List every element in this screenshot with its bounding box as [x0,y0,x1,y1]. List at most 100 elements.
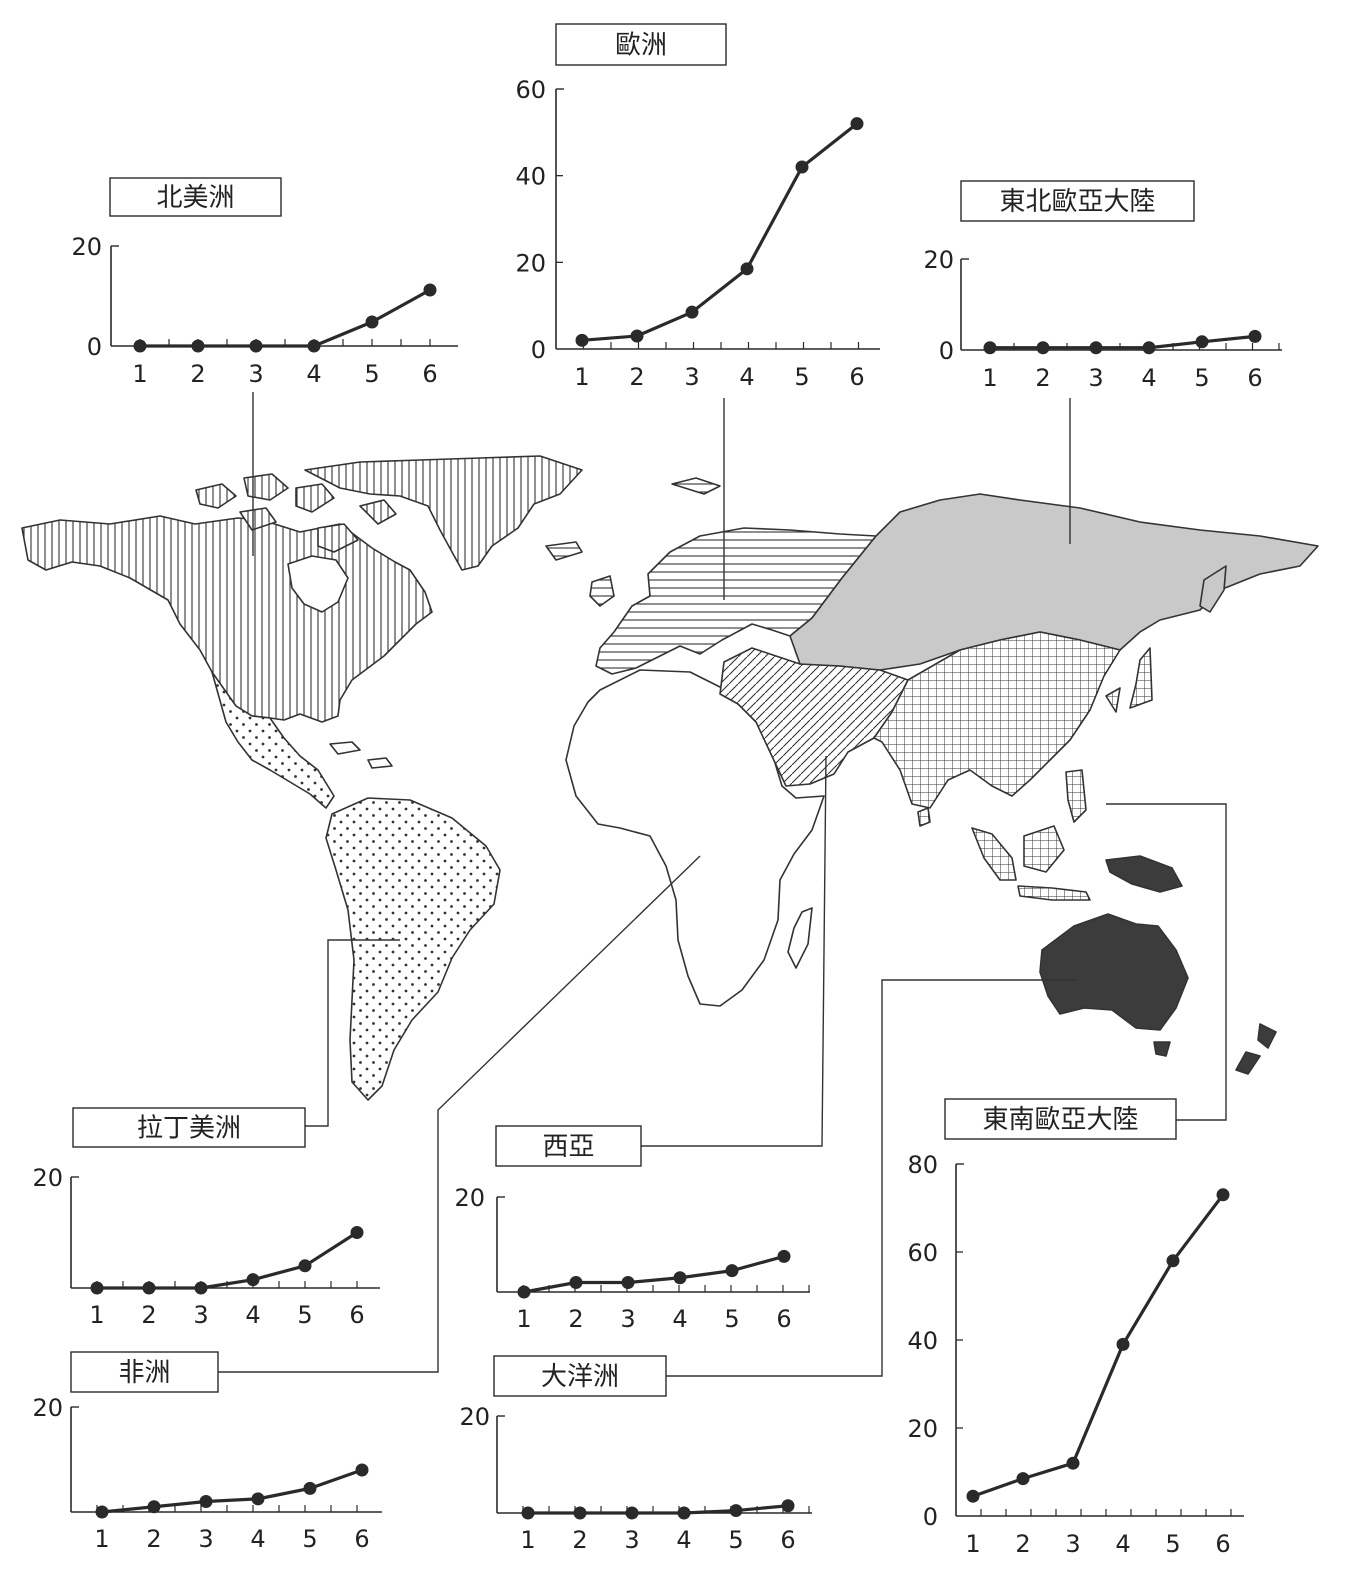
data-point [673,1271,687,1285]
x-tick-label: 3 [248,360,263,388]
x-tick-label: 6 [776,1305,791,1333]
region-new-zealand [1235,1023,1277,1075]
x-tick-label: 2 [190,360,205,388]
region-new-guinea [1105,855,1183,893]
data-point [621,1276,635,1289]
chart-oceania: 大洋洲 20 1 2 3 4 5 6 [459,1355,812,1554]
y-tick-label: 0 [939,337,954,365]
x-tick-label: 2 [629,363,644,391]
x-tick-label: 2 [146,1525,161,1553]
data-point [307,339,321,353]
world-map [21,455,1319,1101]
leader-west-asia [641,755,827,1147]
chart-africa: 非洲 20 1 2 3 4 5 6 [32,1351,382,1553]
data-point [249,339,263,353]
y-tick-label: 20 [32,1394,63,1422]
leader-latin-america [305,939,400,1127]
data-point [194,1281,208,1295]
y-tick-label: 0 [531,336,546,364]
region-sri-lanka [917,807,931,827]
data-point [423,283,437,297]
region-madagascar [787,907,813,969]
data-point [850,117,864,131]
chart-northeast-eurasia: 東北歐亞大陸 0 20 1 2 3 4 5 6 [923,180,1282,392]
data-point [1216,1188,1230,1202]
x-tick-label: 6 [1247,364,1262,392]
data-point [95,1505,109,1519]
x-tick-label: 4 [306,360,321,388]
x-tick-label: 6 [349,1301,364,1329]
x-tick-label: 6 [849,363,864,391]
x-tick-label: 3 [1088,364,1103,392]
data-point [303,1481,317,1495]
x-tick-label: 4 [1115,1530,1130,1558]
data-point [90,1281,104,1295]
y-tick-label: 20 [459,1403,490,1431]
x-tick-label: 2 [141,1301,156,1329]
x-tick-label: 4 [250,1525,265,1553]
panel-title: 歐洲 [615,31,667,61]
x-tick-label: 6 [780,1526,795,1554]
data-point [1016,1472,1030,1486]
panel-title: 大洋洲 [541,1362,619,1392]
y-tick-label: 20 [923,246,954,274]
data-point [147,1500,161,1514]
hudson-bay [287,555,349,613]
chart-north-america: 北美洲 0 20 1 2 3 4 5 6 [71,177,458,388]
data-point [725,1264,739,1278]
region-tasmania [1153,1041,1171,1057]
chart-europe: 歐洲 0 20 40 60 1 2 3 4 5 6 [515,23,880,391]
x-tick-label: 5 [724,1305,739,1333]
chart-latin-america: 拉丁美洲 20 1 2 3 4 5 6 [32,1107,380,1329]
panel-title: 東南歐亞大陸 [982,1105,1138,1135]
y-tick-label: 0 [923,1503,938,1531]
data-point [350,1226,364,1239]
data-point [246,1273,260,1287]
x-tick-label: 1 [520,1526,535,1554]
panel-label-box [960,180,1195,222]
data-point [983,341,997,355]
panel-title: 北美洲 [156,183,234,213]
series-line [97,1231,358,1290]
data-point [1066,1456,1080,1470]
data-point [677,1506,691,1520]
data-point [777,1249,791,1263]
data-point [191,339,205,353]
y-tick-label: 60 [907,1239,938,1267]
region-southeast-eurasia [873,631,1121,809]
panel-label-box [944,1098,1177,1140]
leader-southeast-eurasia [1106,803,1227,1121]
x-tick-label: 5 [302,1525,317,1553]
series-line [528,1504,789,1515]
x-tick-label: 2 [572,1526,587,1554]
europe-islands [545,477,721,607]
series-line [581,122,858,342]
x-tick-label: 3 [684,363,699,391]
x-tick-label: 6 [354,1525,369,1553]
y-tick-label: 20 [71,233,102,261]
arctic-islands [195,473,397,553]
chart-southeast-eurasia: 東南歐亞大陸 0 20 40 60 80 1 2 3 4 5 6 [907,1098,1244,1558]
data-point [573,1506,587,1520]
data-point [729,1504,743,1518]
panel-title: 東北歐亞大陸 [999,187,1155,217]
panel-title: 非洲 [118,1358,170,1388]
data-point [521,1506,535,1520]
chart-west-asia: 西亞 20 1 2 3 4 5 6 [454,1125,810,1333]
series-line [140,288,431,348]
leader-lines [218,392,1227,1377]
data-point [795,160,809,174]
x-tick-label: 5 [297,1301,312,1329]
x-tick-label: 6 [1215,1530,1230,1558]
data-point [1248,329,1262,343]
series-line [101,1468,363,1514]
y-tick-label: 60 [515,76,546,104]
panel-label-box [555,23,727,66]
y-tick-label: 20 [32,1164,63,1192]
region-north-america [21,515,433,723]
panel-label-box [495,1125,642,1167]
x-tick-label: 4 [245,1301,260,1329]
region-west-asia [719,647,909,787]
